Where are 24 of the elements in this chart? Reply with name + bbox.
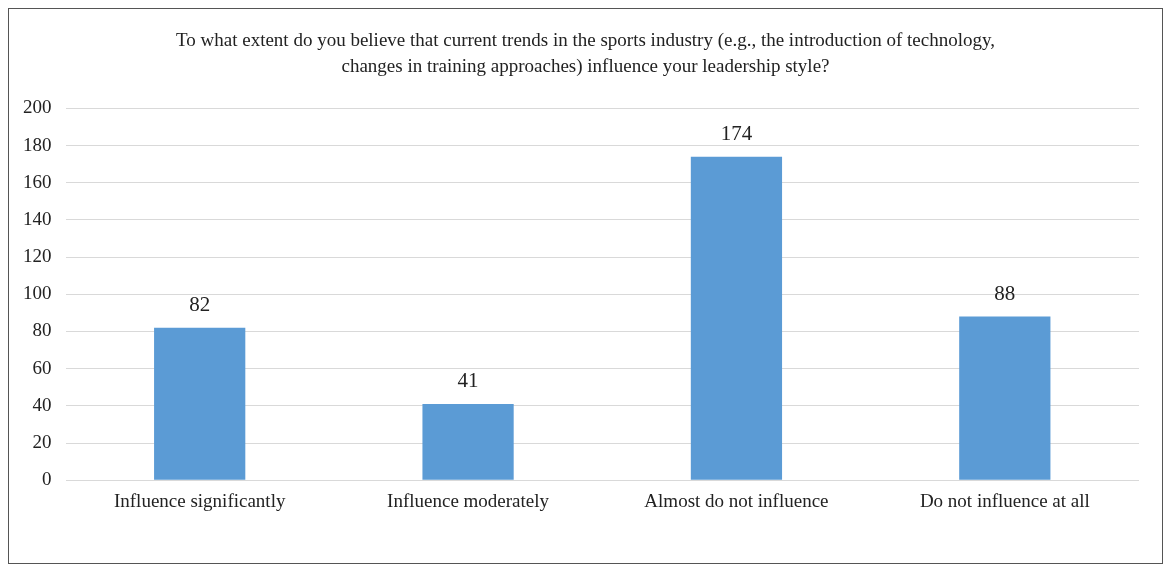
y-tick-label: 20	[32, 431, 52, 452]
x-tick-label: Almost do not influence	[644, 489, 829, 511]
bar	[690, 156, 783, 480]
y-tick-label: 140	[23, 207, 52, 229]
chart-title: To what extent do you believe that current trends in the sports industry (e.g., the introduction of technology, changes in training approaches) influence your leadership style?	[175, 28, 996, 78]
x-tick-label: Influence moderately	[387, 489, 550, 511]
y-tick-label: 100	[23, 282, 52, 304]
bar	[959, 316, 1051, 480]
data-label: 174	[720, 120, 753, 145]
y-tick-label: 0	[42, 468, 52, 490]
y-tick-label: 200	[23, 96, 52, 118]
y-tick-label: 60	[32, 356, 52, 378]
y-tick-label: 160	[23, 170, 52, 192]
y-tick-label: 180	[23, 133, 52, 155]
y-tick-label: 40	[32, 393, 52, 415]
y-tick-label: 80	[32, 319, 52, 341]
x-tick-label: Do not influence at all	[919, 489, 1090, 511]
bar	[154, 327, 246, 480]
x-tick-label: Influence significantly	[113, 489, 286, 511]
bar	[422, 403, 514, 480]
data-label: 41	[457, 368, 479, 392]
data-label: 82	[189, 291, 211, 316]
data-label: 88	[994, 280, 1016, 305]
y-tick-label: 120	[23, 245, 52, 267]
